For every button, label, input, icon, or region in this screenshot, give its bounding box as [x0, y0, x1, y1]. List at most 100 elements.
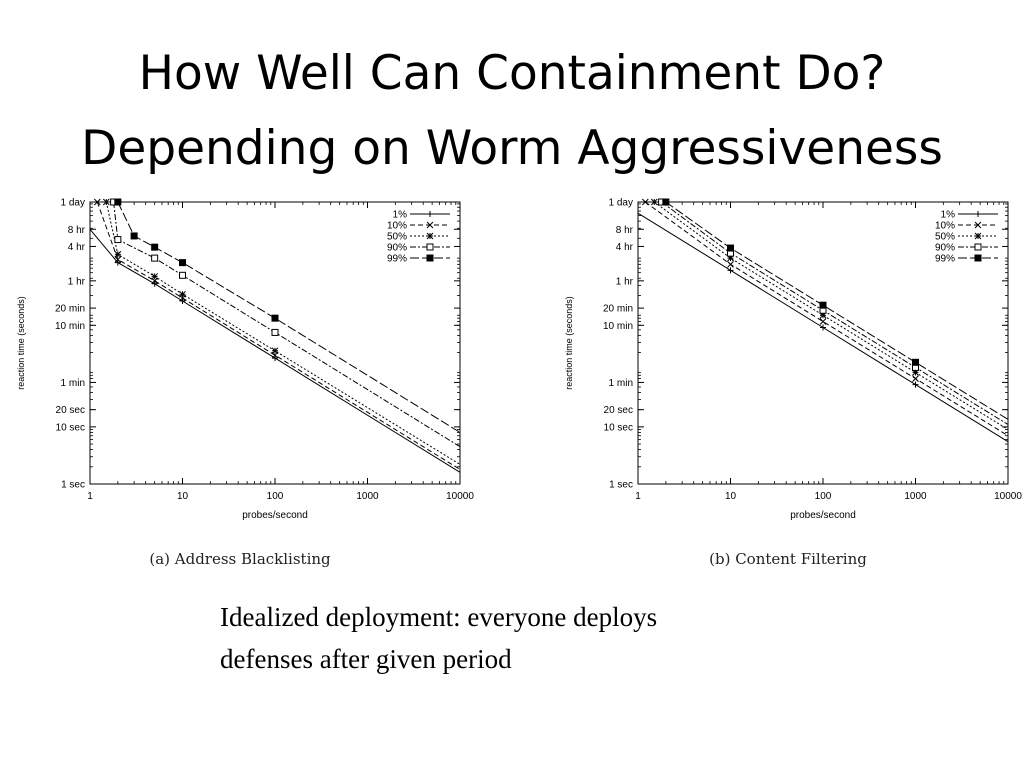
series-4 — [114, 198, 461, 433]
data-point — [102, 198, 110, 206]
x-axis-label: probes/second — [790, 510, 856, 521]
chart-caption-address-blacklisting: (a) Address Blacklisting — [149, 550, 331, 568]
data-point — [179, 297, 186, 304]
x-tick-label: 10 — [725, 491, 737, 502]
data-point — [912, 375, 919, 382]
data-point — [819, 311, 827, 319]
slide-title-line-2: Depending on Worm Aggressiveness — [81, 121, 943, 176]
data-point — [114, 198, 122, 206]
chart-axes: 1 10 100 1000 10000 1 sec 10 sec 20 sec 1 min 10 … — [16, 198, 474, 522]
data-point — [130, 232, 138, 240]
chart-legend: 1%10%50%90%99% — [935, 210, 998, 265]
legend-marker — [974, 254, 982, 262]
series-1 — [641, 198, 1009, 437]
data-point — [727, 244, 734, 252]
series-line — [105, 201, 461, 465]
address-blacklisting-chart: 1 10 100 1000 10000 1 sec 10 sec 20 sec 1 min 10 … — [16, 198, 474, 522]
legend-marker — [426, 232, 434, 240]
series-line — [665, 201, 1009, 420]
x-tick-label: 10000 — [446, 491, 474, 502]
x-tick-label: 10 — [177, 491, 189, 502]
data-point — [179, 290, 186, 298]
y-tick-label: 20 sec — [604, 405, 633, 416]
data-point — [727, 254, 734, 262]
legend-marker — [426, 243, 434, 251]
data-point — [271, 328, 279, 336]
data-point — [912, 358, 919, 366]
legend-label: 50% — [935, 232, 955, 243]
legend-marker — [975, 211, 981, 217]
data-point — [114, 256, 122, 263]
data-point — [912, 369, 919, 376]
body-text-line-1: Idealized deployment: everyone deploys — [220, 602, 658, 632]
x-tick-label: 100 — [815, 491, 832, 502]
data-point — [179, 259, 186, 267]
chart-legend: 1%10%50%90%99% — [387, 210, 450, 265]
legend-label: 10% — [387, 221, 407, 232]
series-1 — [93, 198, 461, 470]
legend-label: 99% — [387, 254, 407, 265]
x-tick-label: 1000 — [904, 491, 927, 502]
x-tick-label: 1 — [635, 491, 641, 502]
legend-marker — [426, 221, 434, 229]
data-point — [650, 198, 658, 206]
y-tick-label: 1 min — [609, 378, 633, 389]
legend-marker — [426, 254, 434, 262]
legend-label: 50% — [387, 232, 407, 243]
series-3 — [110, 198, 461, 448]
legend-marker — [427, 211, 433, 217]
y-tick-label: 1 day — [609, 198, 633, 209]
y-tick-label: 10 min — [603, 321, 633, 332]
y-axis-label: reaction time (seconds) — [564, 296, 574, 390]
legend-marker — [974, 232, 982, 240]
data-point — [114, 236, 122, 244]
y-tick-label: 10 min — [55, 321, 85, 332]
y-tick-label: 20 min — [55, 304, 85, 315]
data-point — [151, 254, 159, 262]
data-point — [641, 198, 649, 206]
data-point — [727, 260, 734, 268]
series-line — [117, 201, 461, 433]
y-tick-label: 20 sec — [56, 405, 85, 416]
data-point — [271, 314, 279, 322]
legend-marker — [974, 243, 982, 251]
data-point — [151, 243, 159, 251]
x-tick-label: 1 — [87, 491, 93, 502]
data-point — [151, 273, 159, 280]
data-point — [114, 259, 121, 266]
legend-label: 10% — [935, 221, 955, 232]
data-point — [114, 250, 122, 258]
y-tick-label: 20 min — [603, 304, 633, 315]
chart-axes: 1 10 100 1000 10000 1 sec 10 sec 20 sec 1 min 10 … — [564, 198, 1022, 522]
data-point — [272, 355, 278, 362]
y-tick-label: 8 hr — [68, 225, 86, 236]
series-2 — [102, 198, 461, 465]
y-tick-label: 8 hr — [616, 225, 634, 236]
data-point — [93, 198, 101, 206]
series-line — [96, 201, 461, 470]
x-tick-label: 10000 — [994, 491, 1022, 502]
series-line — [89, 228, 461, 473]
data-point — [151, 280, 158, 287]
chart-caption-content-filtering: (b) Content Filtering — [709, 550, 867, 568]
series-2 — [650, 198, 1009, 430]
slide-title-line-1: How Well Can Containment Do? — [138, 46, 886, 101]
series-line — [113, 201, 461, 448]
data-point — [662, 198, 670, 206]
legend-label: 90% — [387, 243, 407, 254]
y-tick-label: 10 sec — [56, 422, 85, 433]
body-text-line-2: defenses after given period — [220, 644, 512, 674]
legend-marker — [974, 221, 982, 229]
content-filtering-chart: 1 10 100 1000 10000 1 sec 10 sec 20 sec 1 min 10 … — [564, 198, 1022, 522]
series-0 — [89, 228, 461, 473]
legend-label: 99% — [935, 254, 955, 265]
data-point — [820, 324, 826, 331]
y-tick-label: 4 hr — [68, 242, 86, 253]
y-tick-label: 1 sec — [61, 480, 85, 491]
legend-label: 90% — [935, 243, 955, 254]
y-tick-label: 1 min — [61, 378, 85, 389]
y-tick-label: 1 hr — [616, 276, 634, 287]
y-axis-label: reaction time (seconds) — [16, 296, 26, 390]
data-point — [819, 318, 827, 325]
series-4 — [662, 198, 1009, 420]
